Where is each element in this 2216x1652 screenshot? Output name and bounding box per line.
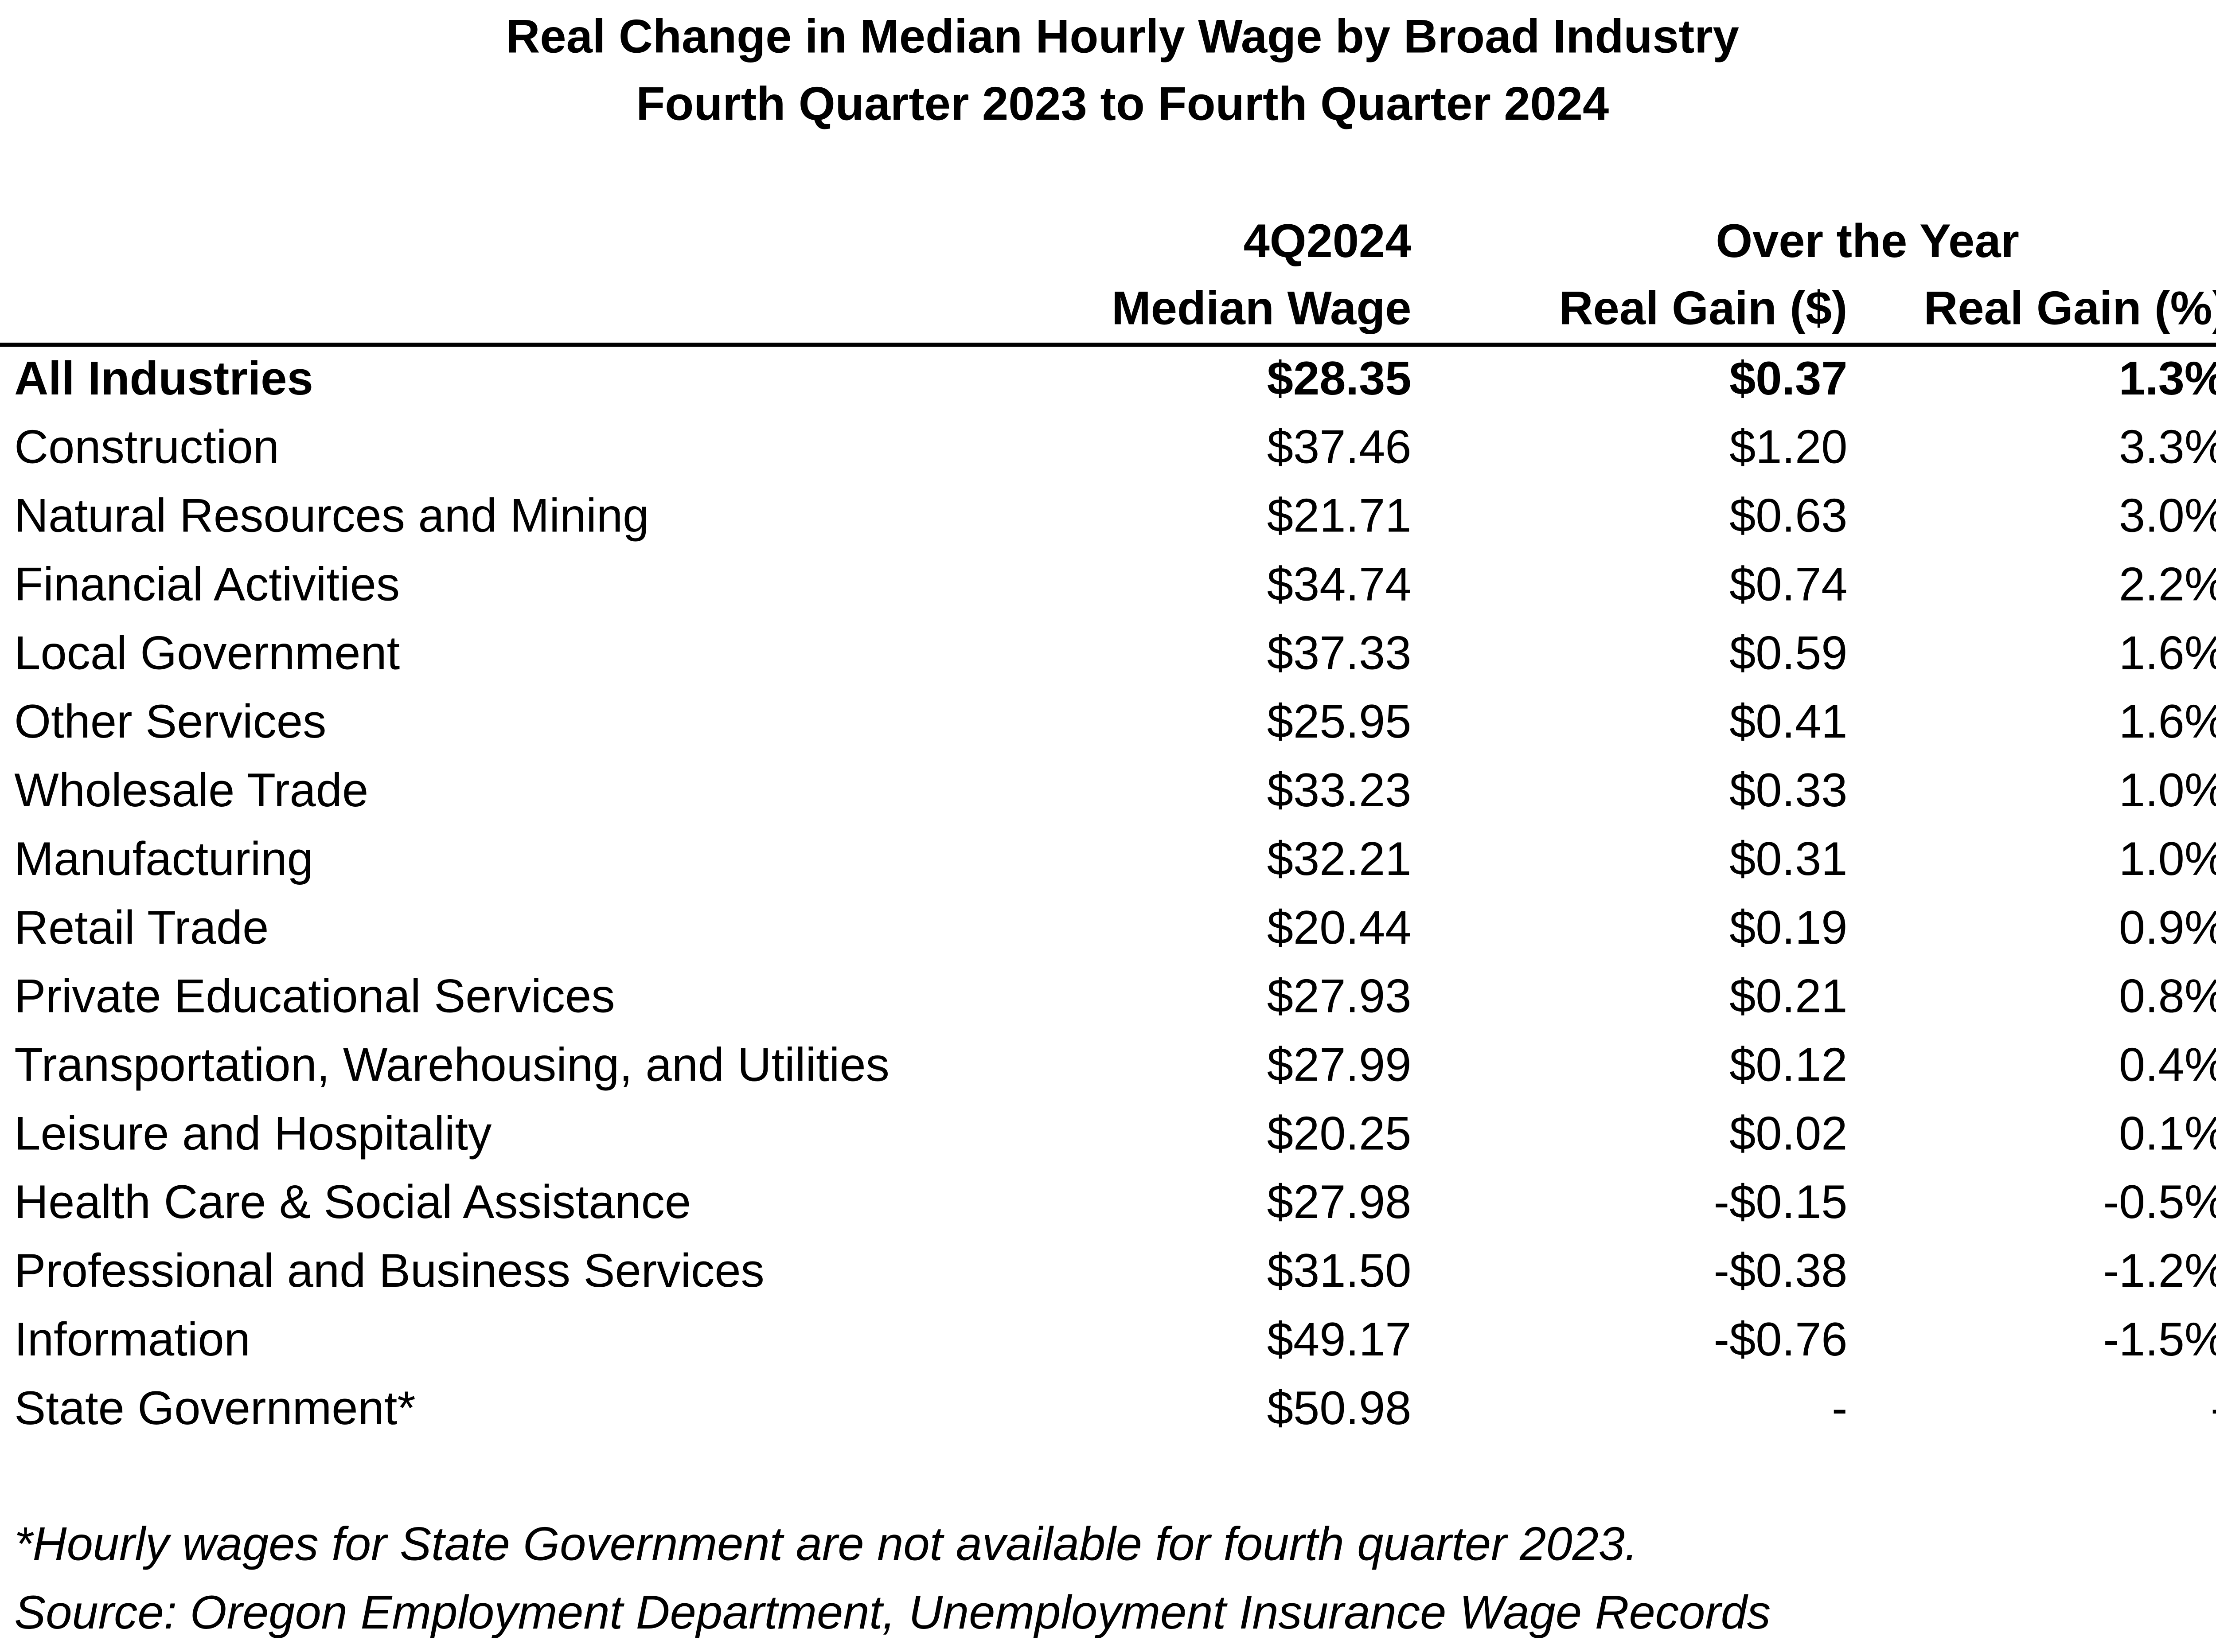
industry-cell: Natural Resources and Mining [14, 489, 649, 542]
industry-cell: State Government* [14, 1382, 415, 1434]
real-gain-dollar-cell: -$0.15 [1714, 1176, 1848, 1228]
industry-cell: Construction [14, 421, 279, 473]
column-header: Real Gain ($) [1559, 282, 1848, 335]
median-wage-cell: $50.98 [1267, 1382, 1412, 1434]
real-gain-percent-cell: 1.6% [2119, 626, 2216, 679]
real-gain-percent-cell: 1.0% [2119, 764, 2216, 816]
real-gain-percent-cell: 3.3% [2119, 421, 2216, 473]
median-wage-cell: $21.71 [1267, 489, 1412, 542]
median-wage-cell: $33.23 [1267, 764, 1412, 816]
industry-cell: All Industries [14, 352, 313, 405]
column-header: Median Wage [1112, 282, 1411, 335]
real-gain-dollar-cell: $0.74 [1729, 558, 1847, 610]
real-gain-dollar-cell: $0.33 [1729, 764, 1847, 816]
real-gain-percent-cell: 0.8% [2119, 970, 2216, 1023]
real-gain-percent-cell: -1.2% [2103, 1244, 2216, 1297]
median-wage-cell: $37.33 [1267, 626, 1412, 679]
real-gain-dollar-cell: -$0.38 [1714, 1244, 1848, 1297]
median-wage-cell: $37.46 [1267, 421, 1412, 473]
real-gain-percent-cell: 2.2% [2119, 558, 2216, 610]
real-gain-percent-cell: -0.5% [2103, 1176, 2216, 1228]
industry-cell: Private Educational Services [14, 970, 615, 1023]
industry-cell: Transportation, Warehousing, and Utiliti… [14, 1039, 890, 1091]
real-gain-percent-cell: 0.4% [2119, 1039, 2216, 1091]
column-header: Real Gain (%) [1923, 282, 2216, 335]
footnote: *Hourly wages for State Government are n… [14, 1517, 1638, 1570]
real-gain-dollar-cell: $0.19 [1729, 901, 1847, 954]
real-gain-percent-cell: -1.5% [2103, 1313, 2216, 1366]
median-wage-cell: $49.17 [1267, 1313, 1412, 1366]
industry-cell: Health Care & Social Assistance [14, 1176, 691, 1228]
real-gain-dollar-cell: $0.59 [1729, 626, 1847, 679]
median-wage-cell: $27.93 [1267, 970, 1412, 1023]
industry-cell: Manufacturing [14, 832, 313, 885]
real-gain-dollar-cell: $0.37 [1729, 352, 1847, 405]
industry-cell: Retail Trade [14, 901, 269, 954]
real-gain-percent-cell: 3.0% [2119, 489, 2216, 542]
industry-cell: Leisure and Hospitality [14, 1107, 492, 1160]
real-gain-dollar-cell: $0.12 [1729, 1039, 1847, 1091]
industry-cell: Information [14, 1313, 250, 1366]
median-wage-cell: $20.44 [1267, 901, 1412, 954]
real-gain-dollar-cell: $0.21 [1729, 970, 1847, 1023]
source-note: Source: Oregon Employment Department, Un… [14, 1586, 1771, 1639]
real-gain-percent-cell: 1.0% [2119, 832, 2216, 885]
industry-cell: Other Services [14, 695, 326, 748]
real-gain-dollar-cell: $0.41 [1729, 695, 1847, 748]
median-wage-cell: $34.74 [1267, 558, 1412, 610]
real-gain-percent-cell: 1.3% [2119, 352, 2216, 405]
real-gain-dollar-cell: $0.31 [1729, 832, 1847, 885]
median-wage-cell: $28.35 [1267, 352, 1412, 405]
real-gain-percent-cell: 0.9% [2119, 901, 2216, 954]
industry-cell: Local Government [14, 626, 400, 679]
real-gain-percent-cell: - [2211, 1382, 2216, 1434]
median-wage-cell: $31.50 [1267, 1244, 1412, 1297]
median-wage-cell: $27.99 [1267, 1039, 1412, 1091]
median-wage-cell: $25.95 [1267, 695, 1412, 748]
real-gain-dollar-cell: $0.02 [1729, 1107, 1847, 1160]
real-gain-dollar-cell: -$0.76 [1714, 1313, 1848, 1366]
median-wage-cell: $32.21 [1267, 832, 1412, 885]
real-gain-percent-cell: 0.1% [2119, 1107, 2216, 1160]
group-header: 4Q2024 [1244, 215, 1412, 267]
real-gain-dollar-cell: $1.20 [1729, 421, 1847, 473]
median-wage-cell: $20.25 [1267, 1107, 1412, 1160]
subtitle: Fourth Quarter 2023 to Fourth Quarter 20… [636, 77, 1609, 130]
real-gain-dollar-cell: - [1832, 1382, 1847, 1434]
group-header: Over the Year [1716, 215, 2019, 267]
industry-cell: Financial Activities [14, 558, 400, 610]
title: Real Change in Median Hourly Wage by Bro… [506, 10, 1739, 63]
real-gain-dollar-cell: $0.63 [1729, 489, 1847, 542]
industry-cell: Professional and Business Services [14, 1244, 765, 1297]
median-wage-cell: $27.98 [1267, 1176, 1412, 1228]
real-gain-percent-cell: 1.6% [2119, 695, 2216, 748]
industry-cell: Wholesale Trade [14, 764, 368, 816]
